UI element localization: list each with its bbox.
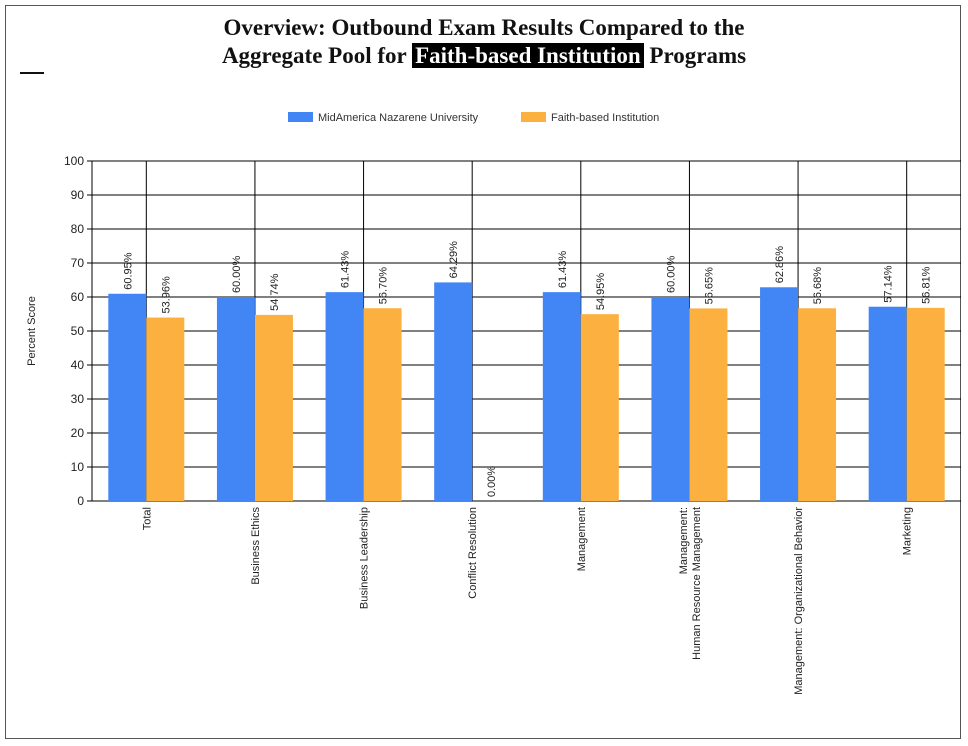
data-label: 61.43%: [340, 251, 352, 289]
data-label: 54.95%: [595, 273, 607, 311]
data-label: 56.81%: [921, 266, 933, 304]
legend-swatch: [521, 112, 546, 122]
y-tick-label: 70: [71, 256, 85, 270]
title-line-2: Aggregate Pool for Faith-based Instituti…: [0, 42, 968, 70]
y-tick-label: 100: [64, 154, 84, 168]
x-tick-label: Total: [141, 507, 153, 530]
y-axis-title: Percent Score: [26, 296, 38, 366]
y-tick-label: 40: [71, 358, 85, 372]
data-label: 62.86%: [774, 246, 786, 284]
y-tick-label: 50: [71, 324, 85, 338]
data-label: 60.00%: [231, 255, 243, 293]
x-tick-label: Business Leadership: [359, 507, 371, 609]
data-label: 60.95%: [122, 252, 134, 290]
data-label: 56.68%: [812, 267, 824, 305]
data-label: 54.74%: [269, 273, 281, 311]
bar-school: [542, 292, 581, 501]
data-label: 53.96%: [160, 276, 172, 314]
title-line-2-suffix: Programs: [649, 43, 747, 68]
data-label: 56.65%: [703, 267, 715, 305]
data-label: 0.00%: [486, 466, 498, 497]
data-label: 60.00%: [665, 255, 677, 293]
data-label: 56.70%: [378, 267, 390, 305]
bar-pool: [363, 308, 402, 501]
bar-school: [760, 287, 799, 501]
dash-mark: [20, 72, 44, 74]
bar-school: [868, 306, 907, 501]
bar-pool: [254, 314, 293, 501]
y-tick-label: 10: [71, 460, 85, 474]
bar-pool: [798, 308, 837, 501]
y-tick-label: 80: [71, 222, 85, 236]
bar-pool: [689, 308, 728, 501]
x-tick-label: Human Resource Management: [691, 507, 703, 660]
y-tick-label: 90: [71, 188, 85, 202]
bar-pool: [580, 314, 619, 501]
legend-label: Faith-based Institution: [551, 112, 659, 124]
x-tick-label: Conflict Resolution: [467, 507, 479, 599]
x-tick-label: Marketing: [902, 507, 914, 555]
y-tick-label: 20: [71, 426, 85, 440]
y-tick-label: 0: [77, 494, 84, 508]
x-tick-label: Business Ethics: [250, 507, 262, 585]
x-tick-label: Management: Organizational Behavior: [793, 507, 805, 695]
bar-school: [325, 292, 364, 501]
x-tick-label: Management:: [678, 507, 690, 574]
title-line-2-prefix: Aggregate Pool for: [221, 43, 407, 68]
title-line-1: Overview: Outbound Exam Results Compared…: [223, 15, 745, 40]
x-tick-label: Management: [576, 507, 588, 571]
bar-school: [108, 293, 147, 501]
bar-pool: [906, 307, 945, 501]
title-highlight: Faith-based Institution: [412, 43, 644, 68]
data-label: 61.43%: [557, 251, 569, 289]
chart-title: Overview: Outbound Exam Results Compared…: [0, 14, 968, 70]
y-tick-label: 30: [71, 392, 85, 406]
bar-school: [216, 297, 255, 501]
data-label: 57.14%: [883, 265, 895, 303]
legend-swatch: [288, 112, 313, 122]
data-label: 64.29%: [448, 241, 460, 279]
y-tick-label: 60: [71, 290, 85, 304]
bar-pool: [146, 317, 185, 501]
bar-school: [651, 297, 690, 501]
legend-label: MidAmerica Nazarene University: [318, 112, 479, 124]
bar-school: [434, 282, 473, 501]
